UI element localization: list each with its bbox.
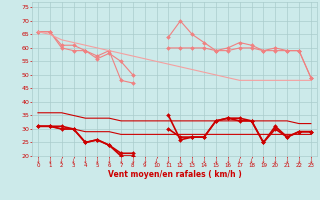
X-axis label: Vent moyen/en rafales ( km/h ): Vent moyen/en rafales ( km/h )	[108, 170, 241, 179]
